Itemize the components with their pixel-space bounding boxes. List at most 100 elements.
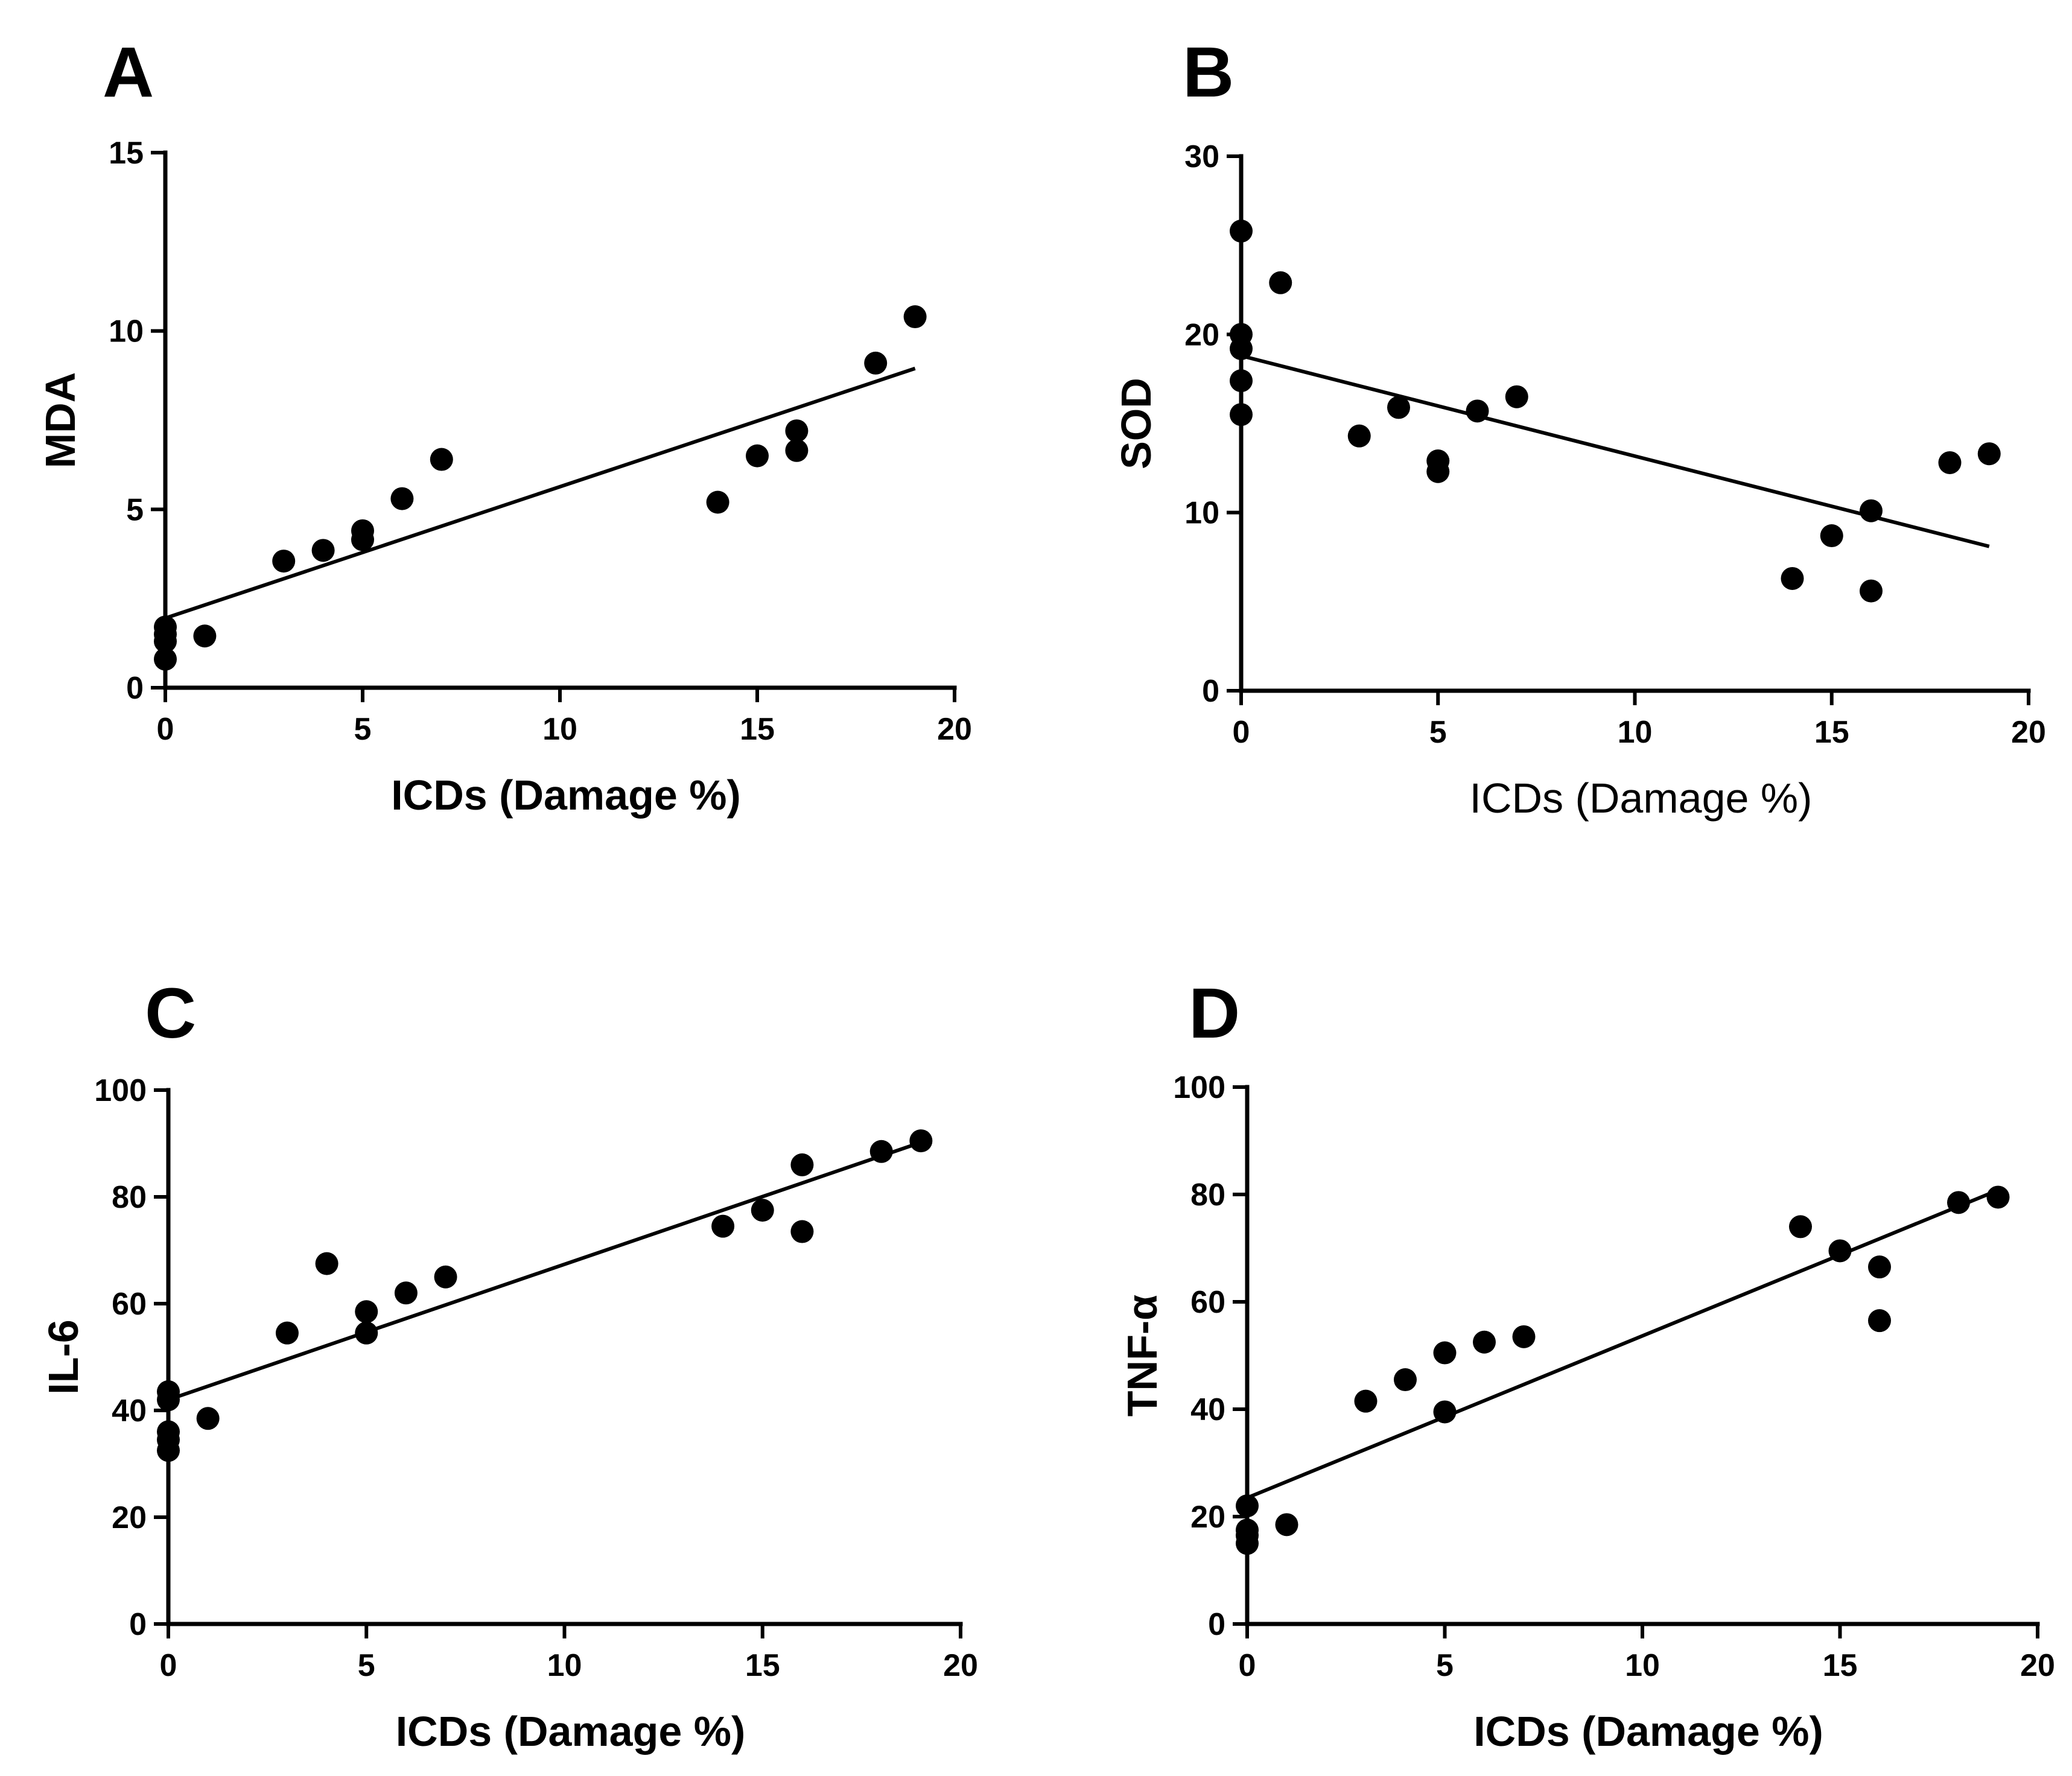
x-tick-label: 0 [1233, 715, 1250, 750]
y-tick-label: 10 [109, 314, 144, 349]
data-point [434, 1265, 457, 1289]
data-point [1354, 1389, 1378, 1413]
x-tick-label: 15 [745, 1648, 780, 1683]
data-point [1860, 499, 1883, 522]
data-point [1426, 460, 1450, 483]
y-tick-label: 15 [109, 136, 144, 171]
data-point [157, 1439, 180, 1462]
x-tick-label: 20 [2020, 1648, 2055, 1683]
y-axis-title: IL-6 [40, 1319, 87, 1394]
data-point [196, 1407, 220, 1430]
y-tick-label: 80 [1190, 1178, 1225, 1213]
x-axis-title: ICDs (Damage %) [1473, 1708, 1823, 1755]
y-tick-label: 40 [112, 1394, 147, 1429]
data-point [746, 444, 769, 468]
data-point [1868, 1255, 1891, 1279]
panel-label: A [103, 33, 154, 112]
x-tick-label: 0 [157, 712, 174, 747]
data-point [1230, 369, 1253, 393]
data-point [1230, 403, 1253, 427]
y-tick-label: 0 [1202, 674, 1219, 709]
data-point [1433, 1341, 1457, 1365]
panel-c: C 0 20 40 60 80 100 0 5 10 15 20 ICDs (Damage %) IL-6 [40, 974, 978, 1755]
data-point [1387, 396, 1410, 419]
data-point [785, 419, 809, 443]
y-axis-title: SOD [1113, 378, 1160, 469]
fit-line [165, 366, 916, 620]
data-point [1986, 1185, 2010, 1209]
data-point [272, 550, 296, 573]
x-tick-label: 20 [943, 1648, 978, 1683]
panel-label: D [1189, 974, 1240, 1053]
data-point [1947, 1191, 1970, 1214]
x-tick-label: 20 [2011, 715, 2046, 750]
x-tick-label: 10 [1625, 1648, 1660, 1683]
data-point [1394, 1368, 1417, 1392]
x-tick-label: 5 [1429, 715, 1447, 750]
x-tick-label: 5 [354, 712, 372, 747]
data-point [154, 615, 177, 639]
data-point [157, 1388, 180, 1412]
panel-b: B 0 10 20 30 0 5 10 15 20 ICDs (Damage %) SOD [1113, 33, 2046, 822]
x-tick-label: 15 [1814, 715, 1849, 750]
x-tick-label: 10 [1618, 715, 1653, 750]
y-axis-title: TNF-α [1119, 1295, 1166, 1416]
data-point [394, 1281, 418, 1305]
data-point [1938, 451, 1962, 474]
data-point [1977, 442, 2001, 466]
data-point [903, 305, 927, 329]
x-tick-label: 10 [547, 1648, 582, 1683]
x-tick-label: 5 [358, 1648, 375, 1683]
x-tick-label: 5 [1436, 1648, 1454, 1683]
data-point [315, 1252, 338, 1275]
x-tick-label: 0 [160, 1648, 177, 1683]
data-point [430, 448, 453, 471]
data-point [1236, 1494, 1259, 1518]
y-tick-label: 0 [1208, 1607, 1225, 1642]
y-tick-label: 60 [1190, 1285, 1225, 1320]
data-point [751, 1199, 774, 1222]
data-point [1236, 1532, 1259, 1555]
x-axis-title: ICDs (Damage %) [1470, 775, 1813, 822]
y-axis-title: MDA [37, 372, 84, 468]
data-point [355, 1300, 378, 1324]
x-tick-label: 0 [1239, 1648, 1256, 1683]
y-tick-label: 0 [129, 1607, 147, 1642]
x-axis-title: ICDs (Damage %) [391, 772, 741, 819]
data-point [1230, 220, 1253, 243]
data-point [1860, 579, 1883, 603]
y-tick-label: 5 [126, 492, 144, 527]
panel-d: D 0 20 40 60 80 100 0 5 10 15 20 ICDs (Damage %) TNF-… [1119, 974, 2055, 1755]
x-tick-label: 10 [542, 712, 577, 747]
data-point [790, 1220, 814, 1243]
fit-line [168, 1140, 922, 1402]
y-tick-label: 20 [112, 1500, 147, 1535]
data-point [711, 1214, 735, 1238]
data-point [1433, 1400, 1457, 1424]
y-tick-label: 100 [94, 1073, 147, 1108]
y-tick-label: 0 [126, 671, 144, 706]
panel-label: C [145, 974, 196, 1053]
y-tick-label: 20 [1190, 1500, 1225, 1535]
data-point [1820, 524, 1843, 548]
data-point [355, 1321, 378, 1345]
data-point [790, 1153, 814, 1176]
data-point [1230, 337, 1253, 360]
panel-a: A 0 5 10 15 0 5 10 15 20 ICDs (Damage %) MDA [37, 33, 972, 819]
data-point [1868, 1309, 1891, 1333]
data-point [1269, 271, 1292, 294]
data-point [869, 1140, 893, 1163]
data-point [785, 439, 809, 462]
y-tick-label: 60 [112, 1287, 147, 1322]
x-tick-label: 15 [1823, 1648, 1858, 1683]
data-point [1505, 385, 1528, 408]
y-tick-label: 40 [1190, 1392, 1225, 1427]
x-tick-label: 20 [937, 712, 972, 747]
y-tick-label: 20 [1184, 317, 1219, 352]
data-point [390, 487, 414, 510]
data-point [1512, 1325, 1536, 1348]
data-point [1347, 424, 1371, 448]
y-tick-label: 10 [1184, 496, 1219, 531]
data-point [1466, 399, 1489, 423]
data-point [1828, 1239, 1852, 1263]
